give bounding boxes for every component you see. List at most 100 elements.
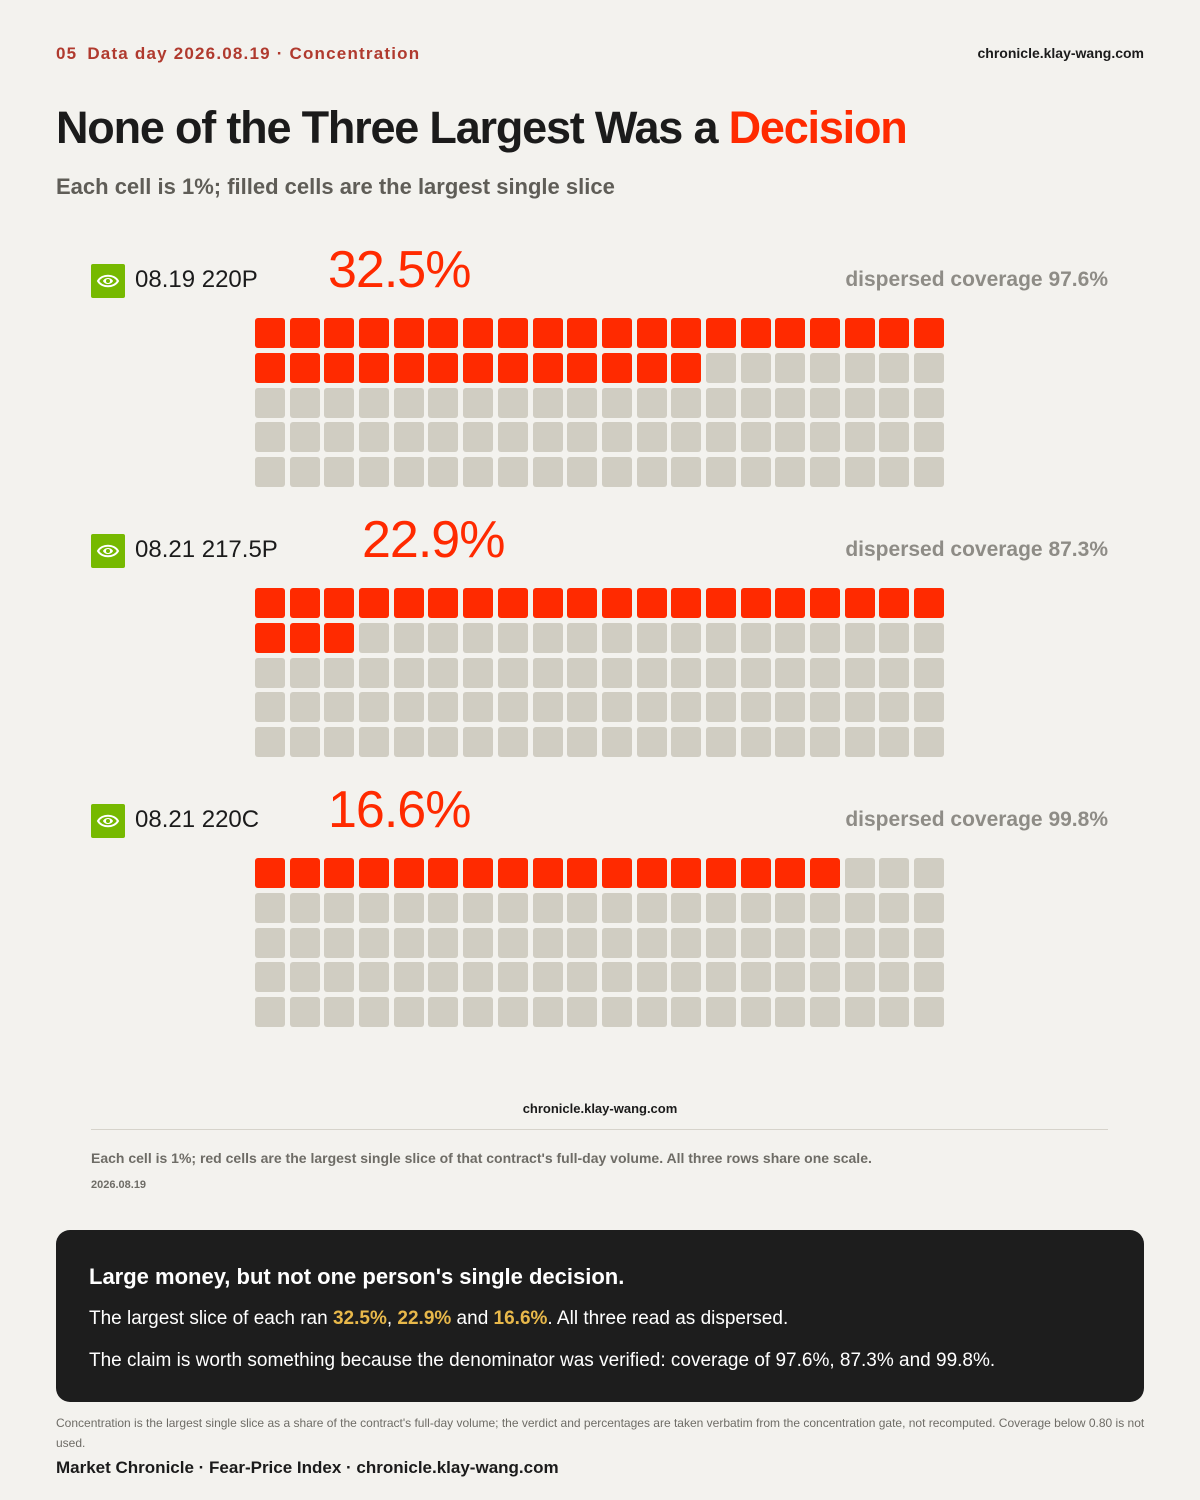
waffle-cell-empty bbox=[636, 457, 667, 488]
waffle-cell-empty bbox=[810, 352, 840, 383]
waffle-cell-empty bbox=[359, 692, 390, 723]
waffle-cell-empty bbox=[532, 727, 563, 758]
waffle-cell-empty bbox=[393, 457, 424, 488]
site-link-top[interactable]: chronicle.klay-wang.com bbox=[977, 45, 1145, 61]
waffle-cell-empty bbox=[497, 657, 528, 688]
title-highlight: Decision bbox=[728, 102, 908, 153]
waffle-cell-empty bbox=[497, 422, 528, 453]
waffle-cell-empty bbox=[879, 727, 910, 758]
waffle-cell-filled bbox=[428, 858, 459, 888]
waffle-cell-filled bbox=[255, 622, 285, 653]
waffle-grid bbox=[255, 318, 945, 488]
waffle-cell-empty bbox=[914, 692, 945, 723]
waffle-cell-empty bbox=[255, 657, 285, 688]
waffle-cell-empty bbox=[393, 657, 424, 688]
waffle-cell-filled bbox=[428, 588, 459, 618]
waffle-cell-empty bbox=[810, 622, 840, 653]
waffle-grid bbox=[255, 858, 945, 1028]
waffle-cell-empty bbox=[601, 457, 632, 488]
waffle-cell-filled bbox=[532, 352, 563, 383]
waffle-cell-empty bbox=[740, 622, 771, 653]
waffle-cell-filled bbox=[705, 588, 736, 618]
waffle-cell-empty bbox=[740, 352, 771, 383]
waffle-cell-empty bbox=[671, 927, 702, 958]
waffle-cell-filled bbox=[428, 318, 459, 348]
waffle-cell-empty bbox=[567, 727, 598, 758]
waffle-cell-empty bbox=[740, 727, 771, 758]
waffle-cell-empty bbox=[914, 892, 945, 923]
waffle-cell-filled bbox=[324, 622, 355, 653]
waffle-cell-empty bbox=[532, 892, 563, 923]
waffle-cell-empty bbox=[914, 962, 945, 993]
waffle-cell-empty bbox=[567, 927, 598, 958]
kicker: 05 Data day 2026.08.19 · Concentration bbox=[56, 44, 420, 64]
waffle-cell-empty bbox=[428, 657, 459, 688]
site-link-mid[interactable]: chronicle.klay-wang.com bbox=[522, 1101, 678, 1116]
waffle-cell-filled bbox=[497, 318, 528, 348]
nvidia-logo-icon bbox=[91, 804, 125, 838]
waffle-cell-empty bbox=[428, 997, 459, 1028]
waffle-cell-empty bbox=[255, 387, 285, 418]
brand-footer: Market Chronicle · Fear-Price Index · ch… bbox=[56, 1458, 559, 1477]
waffle-cell-empty bbox=[463, 622, 494, 653]
waffle-cell-filled bbox=[255, 352, 285, 383]
nvidia-logo-icon bbox=[91, 264, 125, 298]
waffle-cell-empty bbox=[810, 997, 840, 1028]
waffle-cell-empty bbox=[636, 387, 667, 418]
waffle-cell-filled bbox=[636, 858, 667, 888]
waffle-cell-empty bbox=[324, 997, 355, 1028]
waffle-cell-empty bbox=[879, 622, 910, 653]
waffle-cell-filled bbox=[671, 318, 702, 348]
waffle-cell-filled bbox=[393, 588, 424, 618]
waffle-cell-filled bbox=[289, 622, 320, 653]
waffle-cell-filled bbox=[393, 858, 424, 888]
waffle-cell-filled bbox=[289, 318, 320, 348]
waffle-cell-empty bbox=[844, 727, 875, 758]
waffle-cell-empty bbox=[428, 727, 459, 758]
waffle-cell-empty bbox=[359, 892, 390, 923]
waffle-cell-empty bbox=[324, 727, 355, 758]
summary-value-1: 32.5% bbox=[332, 1308, 387, 1329]
waffle-cell-empty bbox=[740, 657, 771, 688]
waffle-cell-empty bbox=[567, 997, 598, 1028]
waffle-cell-empty bbox=[532, 962, 563, 993]
concentration-value: 16.6% bbox=[328, 781, 471, 839]
waffle-cell-empty bbox=[705, 692, 736, 723]
waffle-cell-empty bbox=[393, 387, 424, 418]
waffle-cell-empty bbox=[393, 727, 424, 758]
waffle-cell-empty bbox=[428, 422, 459, 453]
waffle-cell-empty bbox=[289, 727, 320, 758]
waffle-cell-empty bbox=[914, 858, 945, 888]
waffle-cell-filled bbox=[463, 588, 494, 618]
summary-line-1: The largest slice of each ran 32.5%, 22.… bbox=[89, 1308, 788, 1330]
waffle-cell-filled bbox=[567, 588, 598, 618]
waffle-cell-empty bbox=[914, 422, 945, 453]
waffle-cell-filled bbox=[324, 588, 355, 618]
waffle-cell-empty bbox=[671, 387, 702, 418]
waffle-cell-empty bbox=[844, 457, 875, 488]
waffle-cell-empty bbox=[914, 997, 945, 1028]
waffle-cell-empty bbox=[844, 622, 875, 653]
waffle-cell-empty bbox=[740, 997, 771, 1028]
waffle-cell-empty bbox=[810, 727, 840, 758]
waffle-cell-empty bbox=[393, 622, 424, 653]
waffle-cell-filled bbox=[879, 318, 910, 348]
waffle-cell-empty bbox=[914, 352, 945, 383]
waffle-cell-empty bbox=[740, 927, 771, 958]
waffle-cell-empty bbox=[671, 692, 702, 723]
waffle-cell-empty bbox=[497, 962, 528, 993]
summary-heading: Large money, but not one person's single… bbox=[89, 1264, 625, 1289]
waffle-cell-empty bbox=[914, 387, 945, 418]
waffle-cell-filled bbox=[289, 352, 320, 383]
waffle-cell-empty bbox=[636, 622, 667, 653]
waffle-cell-empty bbox=[810, 962, 840, 993]
waffle-cell-filled bbox=[636, 318, 667, 348]
waffle-cell-filled bbox=[705, 318, 736, 348]
waffle-cell-empty bbox=[740, 387, 771, 418]
waffle-cell-empty bbox=[705, 727, 736, 758]
waffle-cell-filled bbox=[324, 352, 355, 383]
waffle-cell-empty bbox=[636, 927, 667, 958]
waffle-cell-filled bbox=[671, 352, 702, 383]
waffle-cell-empty bbox=[532, 692, 563, 723]
waffle-cell-empty bbox=[636, 997, 667, 1028]
